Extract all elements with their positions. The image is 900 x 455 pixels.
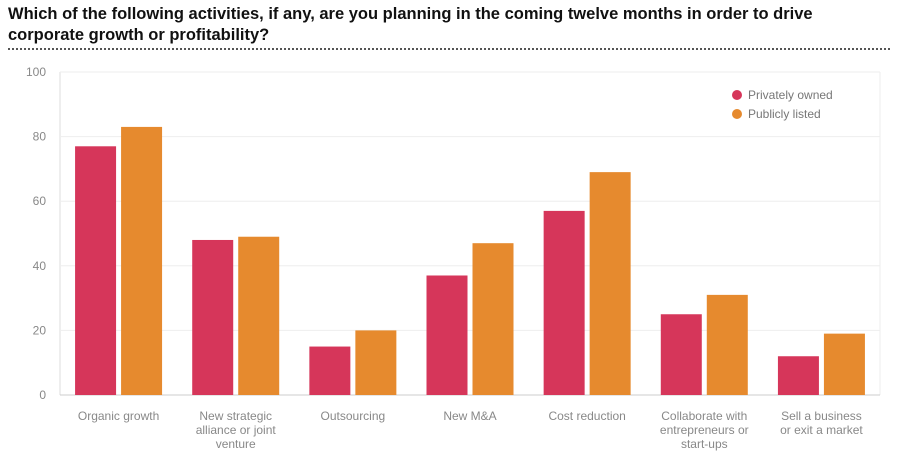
bar-privately-owned [660,314,702,395]
bar-privately-owned [543,210,585,395]
x-axis-labels: Organic growth New strategic alliance or j… [78,409,864,451]
y-tick-label: 100 [26,65,46,79]
bar-privately-owned [777,356,819,395]
bar-privately-owned [426,275,468,395]
bar-publicly-listed [121,126,163,395]
bar-privately-owned [75,146,117,395]
legend-label: Privately owned [748,88,833,102]
bar-publicly-listed [589,172,631,395]
grid-lines [59,71,881,396]
x-category-label: New M&A [443,409,496,423]
legend-marker [732,90,742,100]
title-divider [8,48,890,50]
y-tick-label: 80 [33,130,47,144]
bar-privately-owned [192,239,234,395]
y-axis-ticks: 0 20 40 60 80 100 [26,65,46,402]
x-category-label: Collaborate with entrepreneurs or start-up… [660,409,749,451]
y-tick-label: 20 [33,323,47,337]
bars [75,126,865,395]
x-category-label: New strategic alliance or joint venture [196,409,277,451]
y-tick-label: 60 [33,194,47,208]
bar-publicly-listed [706,294,748,395]
legend: Privately owned Publicly listed [732,88,833,121]
chart-title: Which of the following activities, if an… [8,5,813,44]
bar-publicly-listed [355,330,397,395]
y-tick-label: 0 [39,388,46,402]
legend-marker [732,109,742,119]
x-category-label: Outsourcing [321,409,386,423]
legend-label: Publicly listed [748,107,821,121]
x-category-label: Organic growth [78,409,159,423]
x-category-label: Cost reduction [548,409,625,423]
bar-publicly-listed [472,243,514,395]
bar-publicly-listed [238,236,280,395]
x-category-label: Sell a business or exit a market [780,409,863,437]
y-tick-label: 40 [33,259,47,273]
bar-publicly-listed [823,333,865,395]
bar-privately-owned [309,346,351,395]
